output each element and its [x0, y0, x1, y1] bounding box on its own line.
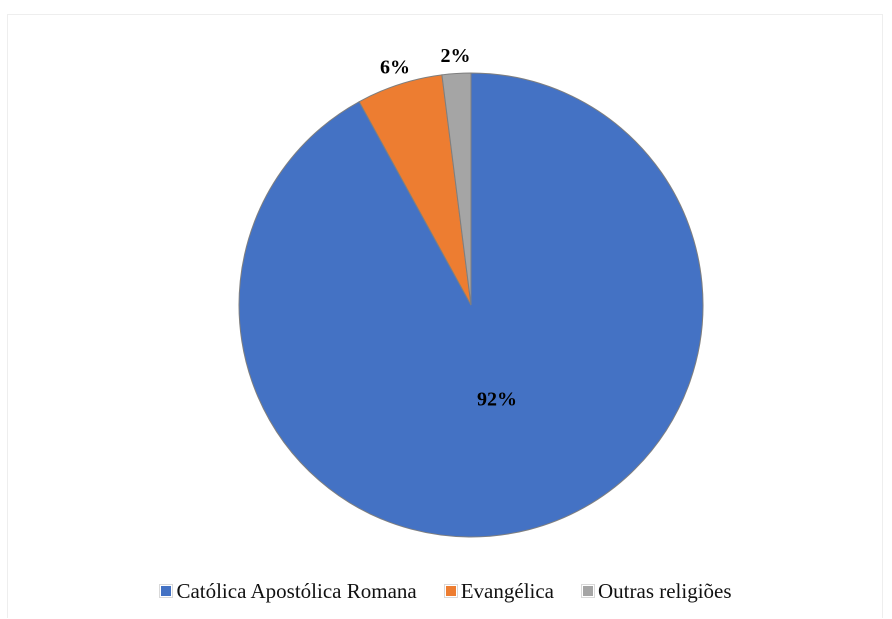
legend-label-evangelica: Evangélica: [460, 578, 554, 603]
legend-item-evangelica: Evangélica: [443, 578, 554, 604]
legend-item-catolica: Católica Apostólica Romana: [159, 578, 417, 604]
pie-slice-outras: [441, 72, 472, 306]
data-label-evangelica: 6%: [380, 57, 410, 79]
legend-label-catolica: Católica Apostólica Romana: [176, 578, 417, 603]
data-label-outras: 2%: [441, 45, 471, 67]
legend-swatch-outras: [581, 584, 595, 598]
legend-swatch-catolica: [159, 584, 174, 598]
legend-item-outras: Outras religiões: [581, 578, 732, 604]
legend: Católica Apostólica Romana Evangélica Ou…: [0, 574, 892, 608]
legend-label-outras: Outras religiões: [598, 578, 732, 603]
data-label-catolica: 92%: [477, 389, 517, 411]
legend-swatch-evangelica: [443, 584, 458, 598]
